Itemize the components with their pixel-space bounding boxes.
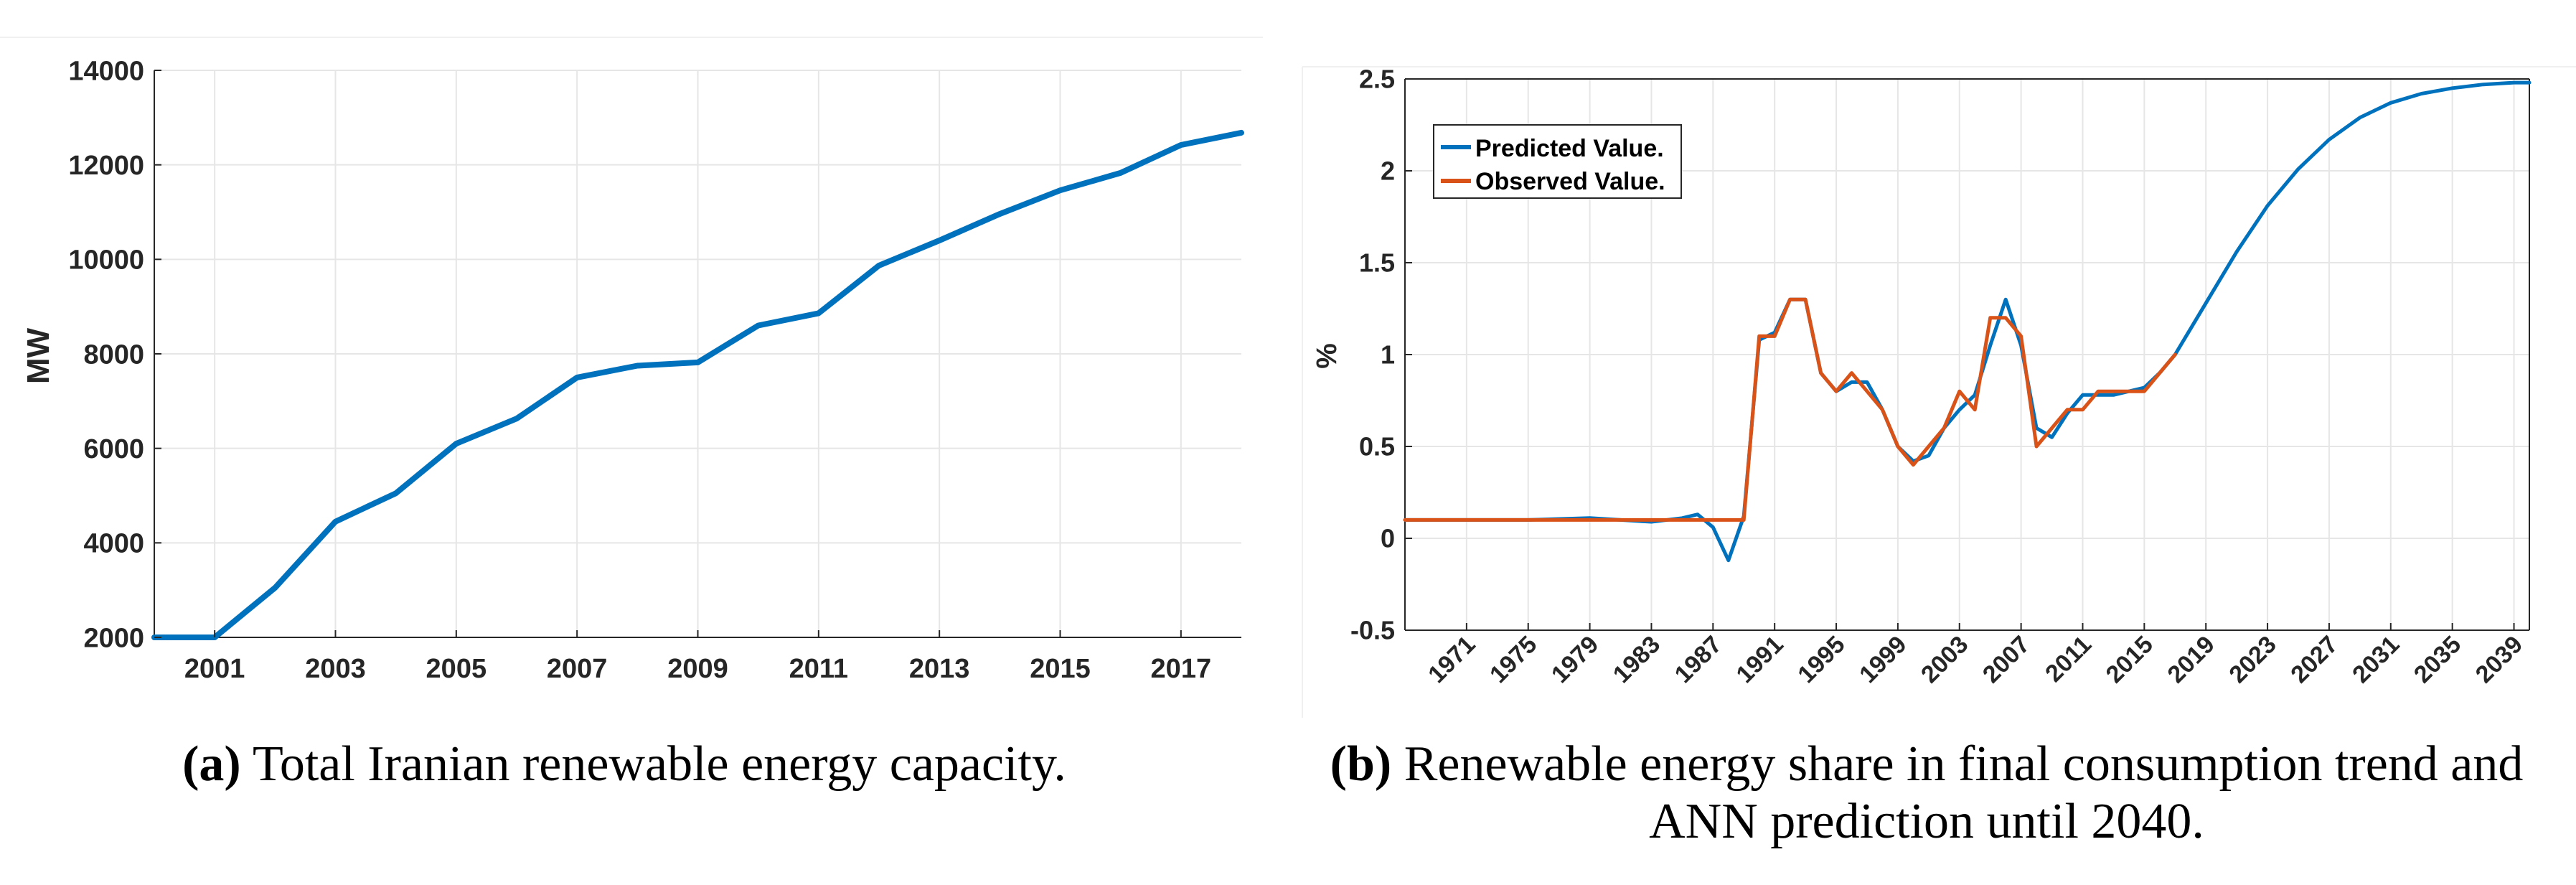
chart-a-xtick-label-2017: 2017 (1151, 654, 1212, 684)
caption-b: (b) Renewable energy share in final cons… (1284, 736, 2569, 851)
chart-a-xtick-label-2009: 2009 (667, 654, 728, 684)
legend-box (1433, 124, 1682, 199)
chart-b-legend: Predicted Value. Observed Value. (1433, 124, 1682, 199)
chart-a-xtick-label-2003: 2003 (305, 654, 366, 684)
chart-b: 1971 1975 1979 1983 1987 1991 1995 1999 2003 2007… (1311, 65, 2532, 688)
chart-a-ticks: 2001 2003 2005 2007 2009 2011 2013 2015 2017 2000… (68, 56, 1211, 684)
chart-a-ytick-label-1: 4000 (83, 529, 144, 559)
chart-b-xtick-label-2003: 2003 (1916, 631, 1973, 688)
caption-a: (a) Total Iranian renewable energy capac… (115, 736, 1134, 793)
legend-label-predicted: Predicted Value. (1475, 135, 1664, 162)
chart-a-ylabel: MW (21, 327, 56, 384)
caption-b-line1: (b) Renewable energy share in final cons… (1284, 736, 2569, 793)
chart-b-ytick-label-2: 0.5 (1359, 432, 1395, 462)
chart-a-series-0-line (151, 129, 1244, 640)
legend-label-observed: Observed Value. (1475, 168, 1665, 195)
caption-b-tag: (b) (1330, 736, 1392, 792)
chart-a-lines (151, 129, 1244, 640)
chart-a-xtick-label-2001: 2001 (184, 654, 245, 684)
chart-a-grid (154, 70, 1241, 638)
chart-b-ytick-label-4: 1.5 (1359, 248, 1395, 278)
chart-b-ytick-label-0: -0.5 (1350, 616, 1395, 645)
chart-a-ytick-label-5: 12000 (68, 151, 144, 181)
chart-b-xtick-label-2039: 2039 (2471, 631, 2528, 688)
chart-a-xtick-label-2007: 2007 (547, 654, 608, 684)
chart-b-xtick-label-2019: 2019 (2163, 631, 2220, 688)
chart-a: 2001 2003 2005 2007 2009 2011 2013 2015 2017 2000… (21, 56, 1244, 684)
chart-b-xtick-label-1991: 1991 (1731, 631, 1788, 688)
chart-a-xtick-label-2013: 2013 (909, 654, 970, 684)
chart-b-xtick-label-2015: 2015 (2101, 631, 2158, 688)
chart-a-ytick-label-0: 2000 (83, 623, 144, 653)
chart-b-xtick-label-1987: 1987 (1670, 631, 1727, 688)
chart-b-xtick-label-2027: 2027 (2285, 631, 2343, 688)
chart-a-xtick-label-2011: 2011 (789, 654, 848, 684)
chart-b-xtick-label-1971: 1971 (1423, 631, 1480, 688)
chart-b-xtick-label-1999: 1999 (1854, 631, 1912, 688)
chart-b-ylabel: % (1311, 343, 1343, 369)
chart-a-ytick-label-3: 8000 (83, 340, 144, 370)
chart-a-xtick-label-2015: 2015 (1030, 654, 1091, 684)
chart-b-xtick-label-2023: 2023 (2224, 631, 2281, 688)
chart-b-xtick-label-1995: 1995 (1792, 631, 1850, 688)
chart-b-ytick-label-6: 2.5 (1359, 65, 1395, 94)
chart-b-ytick-label-5: 2 (1381, 156, 1395, 186)
chart-b-grid (1405, 78, 2529, 631)
chart-b-xtick-label-2007: 2007 (1978, 631, 2035, 688)
chart-b-xtick-label-1979: 1979 (1546, 631, 1604, 688)
caption-b-text-line2: ANN prediction until 2040. (1649, 794, 2204, 849)
chart-b-series-1-line (1403, 297, 2177, 522)
chart-b-xtick-label-2011: 2011 (2040, 631, 2097, 688)
caption-b-text-line1: Renewable energy share in final consumpt… (1391, 736, 2524, 792)
chart-b-xtick-label-1983: 1983 (1608, 631, 1665, 688)
chart-b-ytick-label-1: 0 (1381, 524, 1395, 553)
chart-a-ytick-label-2: 6000 (83, 434, 144, 464)
chart-b-xtick-label-2031: 2031 (2347, 631, 2405, 688)
chart-b-xtick-label-2035: 2035 (2409, 631, 2466, 688)
caption-a-tag: (a) (182, 736, 241, 792)
chart-b-ytick-label-3: 1 (1381, 340, 1395, 370)
chart-b-xtick-label-1975: 1975 (1485, 631, 1542, 688)
chart-a-ytick-label-4: 10000 (68, 245, 144, 276)
caption-a-text: Total Iranian renewable energy capacity. (240, 736, 1066, 792)
chart-b-lines (1403, 80, 2532, 563)
chart-b-series-0-line (1403, 80, 2532, 563)
chart-a-ytick-label-6: 14000 (68, 56, 144, 86)
chart-a-xtick-label-2005: 2005 (426, 654, 487, 684)
